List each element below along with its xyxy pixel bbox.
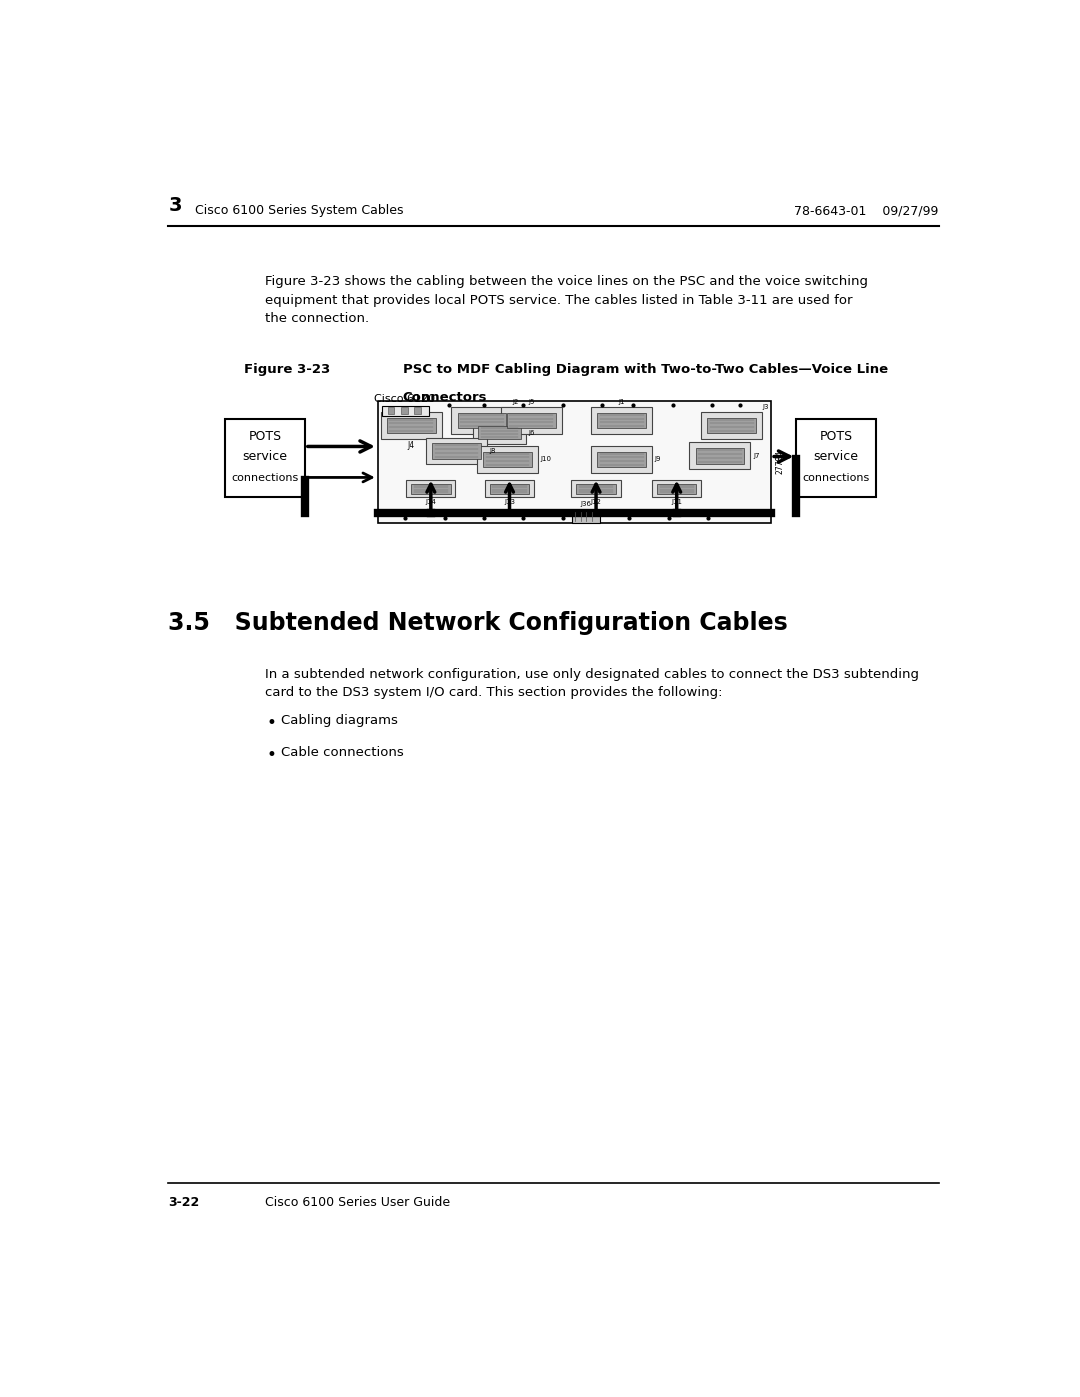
Text: 3: 3 xyxy=(168,196,181,215)
Bar xyxy=(597,412,646,429)
Text: Figure 3-23: Figure 3-23 xyxy=(244,363,330,376)
Text: J14: J14 xyxy=(426,499,436,506)
Text: 3-22: 3-22 xyxy=(168,1196,200,1208)
Bar xyxy=(707,418,756,433)
Text: J4: J4 xyxy=(407,441,415,450)
Text: J6: J6 xyxy=(529,430,536,436)
Text: Connectors: Connectors xyxy=(403,391,487,404)
Text: 27784: 27784 xyxy=(775,450,784,474)
Text: J10: J10 xyxy=(541,457,552,462)
Bar xyxy=(411,483,450,493)
Bar xyxy=(689,443,751,469)
Bar xyxy=(415,408,421,414)
Bar xyxy=(696,448,744,464)
Bar xyxy=(577,483,616,493)
Text: J36: J36 xyxy=(581,502,592,507)
Bar xyxy=(485,481,535,497)
Bar xyxy=(571,481,621,497)
Bar xyxy=(458,412,507,429)
Text: •: • xyxy=(267,746,276,764)
Text: J1: J1 xyxy=(619,400,625,405)
Bar xyxy=(501,407,562,434)
Text: J2: J2 xyxy=(513,400,518,405)
Text: J8: J8 xyxy=(489,448,496,454)
Bar xyxy=(406,481,456,497)
Text: Cabling diagrams: Cabling diagrams xyxy=(282,714,399,726)
Bar xyxy=(380,412,442,439)
Text: Figure 3-23 shows the cabling between the voice lines on the PSC and the voice s: Figure 3-23 shows the cabling between th… xyxy=(265,275,867,326)
Text: Cisco 6100 Series User Guide: Cisco 6100 Series User Guide xyxy=(265,1196,450,1208)
Text: Cisco 6100 Series System Cables: Cisco 6100 Series System Cables xyxy=(195,204,404,217)
Bar xyxy=(591,407,652,434)
Text: J7: J7 xyxy=(753,453,759,458)
Bar xyxy=(591,446,652,472)
Text: J9: J9 xyxy=(654,457,661,462)
Bar xyxy=(387,418,435,433)
Text: •: • xyxy=(267,714,276,732)
Text: Cisco 6120: Cisco 6120 xyxy=(374,394,434,404)
Bar xyxy=(478,426,521,439)
Bar xyxy=(401,408,407,414)
Text: J3: J3 xyxy=(762,404,769,409)
Bar xyxy=(378,401,771,522)
Text: 78-6643-01    09/27/99: 78-6643-01 09/27/99 xyxy=(794,204,939,217)
Bar xyxy=(432,443,481,458)
Bar xyxy=(597,451,646,467)
Bar xyxy=(657,483,697,493)
Bar xyxy=(490,483,529,493)
Text: J11: J11 xyxy=(671,499,683,506)
Bar xyxy=(796,419,876,497)
Text: Cable connections: Cable connections xyxy=(282,746,404,760)
Bar xyxy=(572,510,600,522)
Bar xyxy=(701,412,762,439)
Text: connections: connections xyxy=(231,474,299,483)
Text: J5: J5 xyxy=(528,400,535,405)
Text: PSC to MDF Cabling Diagram with Two-to-Two Cables—Voice Line: PSC to MDF Cabling Diagram with Two-to-T… xyxy=(403,363,888,376)
Bar xyxy=(426,437,487,464)
Text: In a subtended network configuration, use only designated cables to connect the : In a subtended network configuration, us… xyxy=(265,668,919,700)
Bar xyxy=(473,422,526,444)
Text: 3.5   Subtended Network Configuration Cables: 3.5 Subtended Network Configuration Cabl… xyxy=(168,610,788,634)
Text: service: service xyxy=(243,450,287,462)
Bar xyxy=(507,412,555,429)
Bar xyxy=(381,407,429,416)
Text: POTS: POTS xyxy=(248,430,282,443)
Bar xyxy=(477,446,538,472)
Bar xyxy=(226,419,305,497)
Text: J13: J13 xyxy=(504,499,515,506)
Text: POTS: POTS xyxy=(820,430,852,443)
Bar xyxy=(652,481,701,497)
Text: connections: connections xyxy=(802,474,869,483)
Bar xyxy=(388,408,394,414)
Bar xyxy=(483,451,532,467)
Text: service: service xyxy=(813,450,859,462)
Text: J12: J12 xyxy=(591,499,602,506)
Bar xyxy=(451,407,513,434)
